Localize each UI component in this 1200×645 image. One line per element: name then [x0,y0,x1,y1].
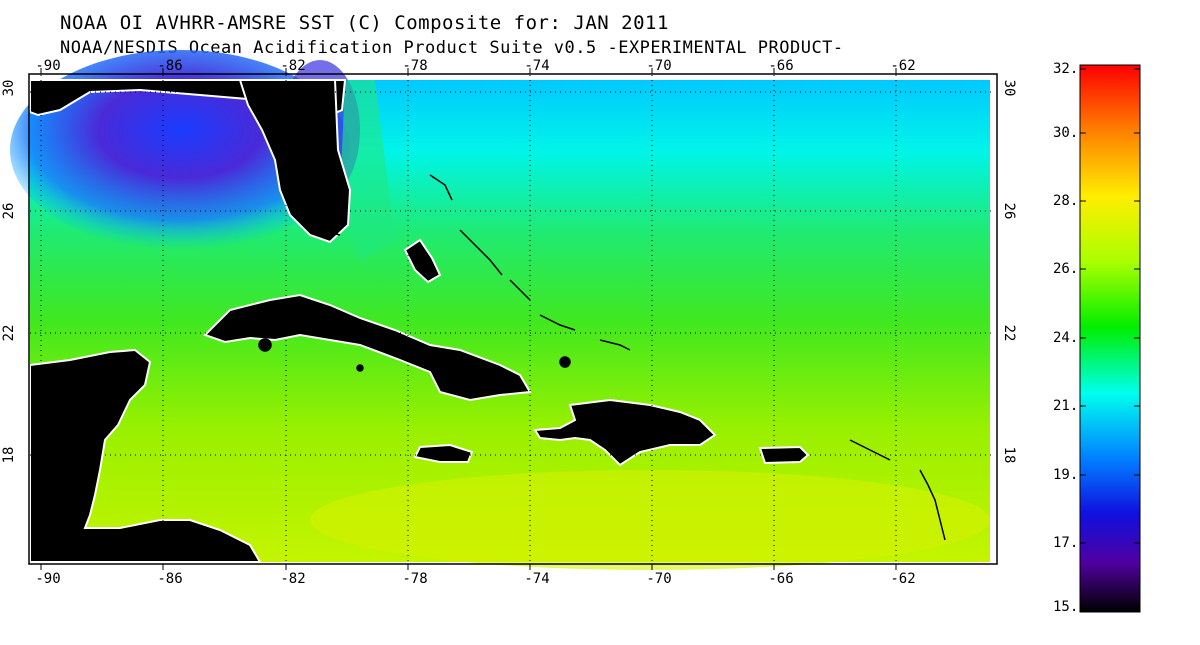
colorbar-label: 30. [1053,125,1079,141]
lon-label-bottom: -78 [402,571,427,587]
small-islands [258,174,946,541]
colorbar-label: 28. [1053,193,1079,209]
lon-label-top: -90 [35,58,60,74]
gulf-stream [340,80,395,260]
lon-label-bottom: -70 [646,571,671,587]
lat-label-right: 18 [1001,447,1017,464]
lon-label-bottom: -74 [524,571,549,587]
lon-label-top: -66 [768,58,793,74]
map-border [28,73,998,565]
warm-water-region [310,470,990,570]
colorbar-label: 15. [1053,599,1079,615]
colorbar-label: 32. [1053,61,1079,77]
colorbar-label: 17. [1053,535,1079,551]
colorbar-label: 26. [1053,261,1079,277]
lon-label-top: -62 [890,58,915,74]
lon-label-bottom: -62 [890,571,915,587]
lat-label-left: 18 [1,447,17,464]
lat-label-right: 22 [1001,325,1017,342]
lon-label-bottom: -82 [280,571,305,587]
lat-label-right: 26 [1001,203,1017,220]
lat-label-left: 26 [1,203,17,220]
map-subtitle: NOAA/NESDIS Ocean Acidification Product … [60,38,844,58]
lon-label-bottom: -90 [35,571,60,587]
lon-label-top: -86 [157,58,182,74]
frame-ticks [40,68,897,570]
colorbar-label: 19. [1053,467,1079,483]
lat-label-right: 30 [1001,80,1017,97]
map-title: NOAA OI AVHRR-AMSRE SST (C) Composite fo… [60,12,669,34]
lat-label-left: 30 [1,80,17,97]
graticule [30,75,995,565]
lon-label-top: -74 [524,58,549,74]
colorbar [1079,64,1141,613]
land [29,79,810,563]
colorbar-ticks [1080,68,1140,608]
lat-label-left: 22 [1,325,17,342]
colorbar-label: 24. [1053,330,1079,346]
lon-label-bottom: -66 [768,571,793,587]
lon-label-top: -78 [402,58,427,74]
lon-label-top: -82 [280,58,305,74]
lon-label-top: -70 [646,58,671,74]
colorbar-label: 21. [1053,398,1079,414]
lon-label-bottom: -86 [157,571,182,587]
